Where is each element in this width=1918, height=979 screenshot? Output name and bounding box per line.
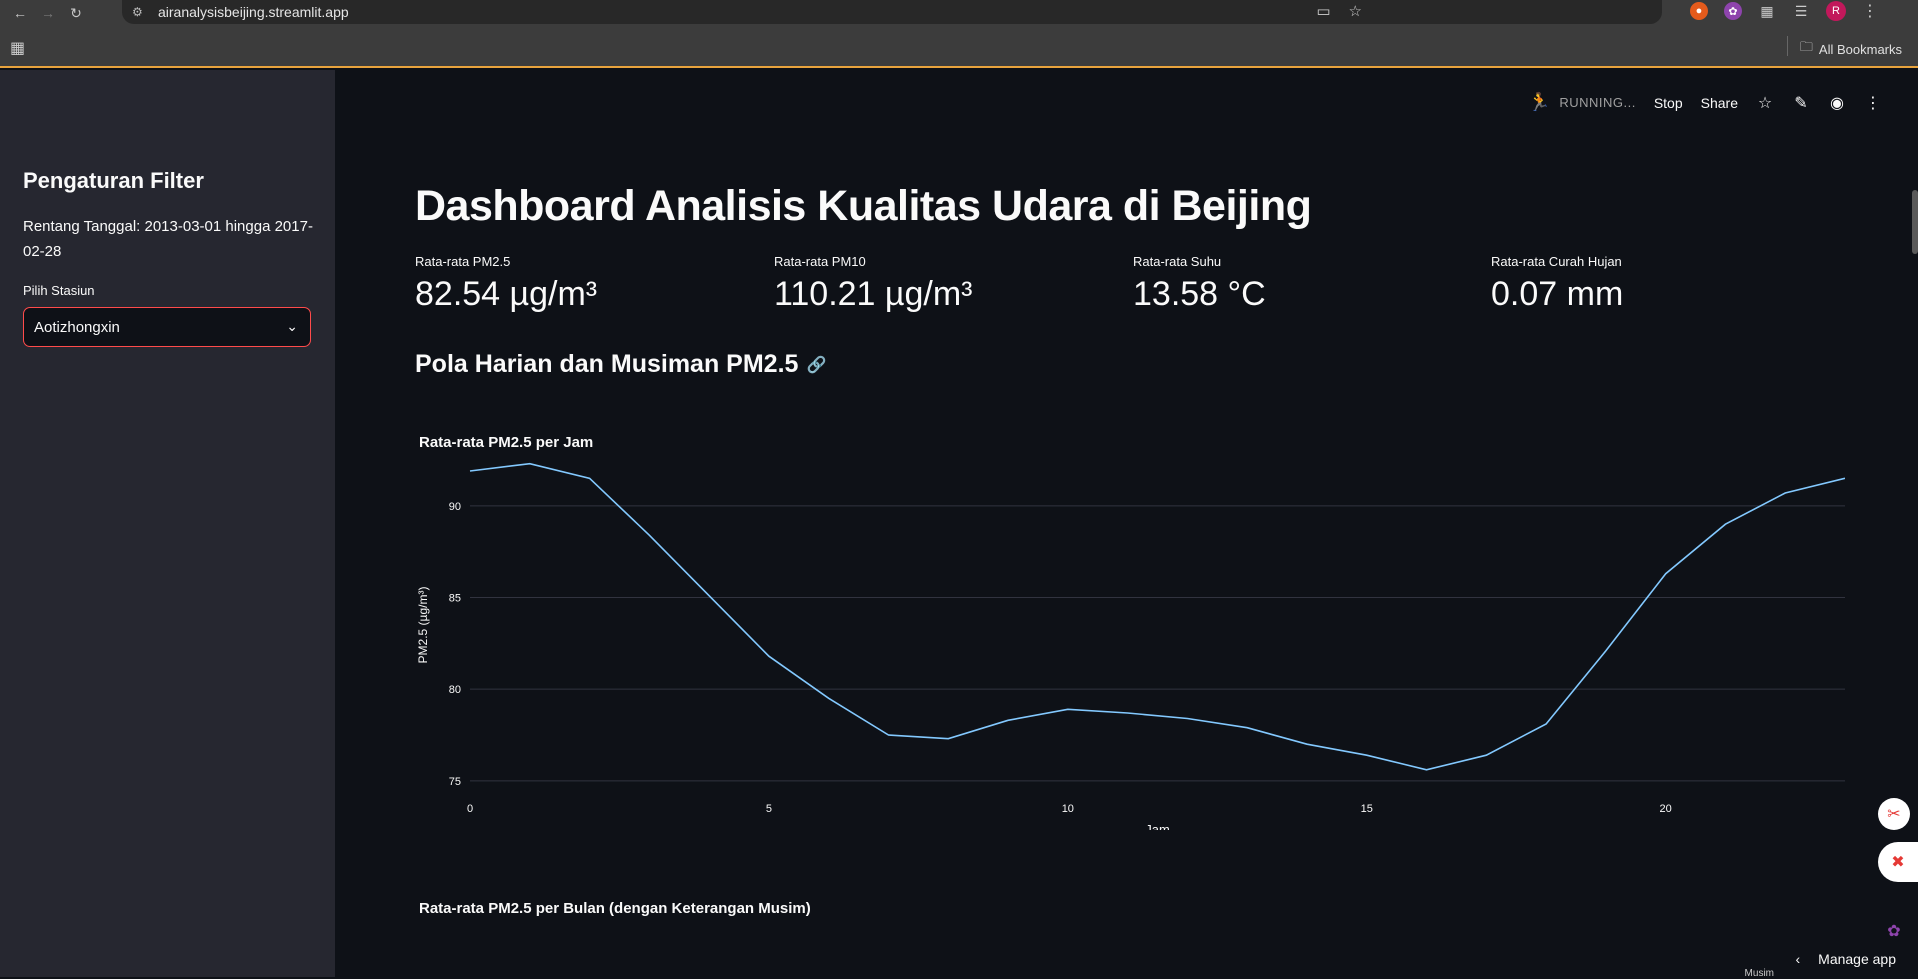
manage-app-label: Manage app (1818, 951, 1896, 967)
github-icon[interactable]: ◉ (1828, 93, 1846, 113)
manage-app-button[interactable]: ‹ Manage app (1795, 951, 1896, 967)
metric-value: 82.54 µg/m³ (415, 275, 597, 314)
metric-label: Rata-rata PM10 (774, 254, 973, 269)
y-tick-label: 75 (449, 776, 461, 788)
x-tick-label: 0 (467, 803, 473, 815)
all-bookmarks-button[interactable]: 🗀 All Bookmarks (1800, 38, 1902, 60)
section-title: Pola Harian dan Musiman PM2.5 🔗 (415, 350, 826, 379)
metric-pm25: Rata-rata PM2.5 82.54 µg/m³ (415, 254, 597, 314)
folder-icon: 🗀 (1800, 38, 1813, 60)
station-select[interactable]: Aotizhongxin ⌄ (23, 307, 311, 347)
x-tick-label: 10 (1062, 803, 1074, 815)
x-tick-label: 5 (766, 803, 772, 815)
main-menu-icon[interactable]: ⋮ (1864, 93, 1882, 113)
chevron-left-icon: ‹ (1795, 951, 1800, 967)
address-bar[interactable]: ⚙ airanalysisbeijing.streamlit.app ▭ ☆ (122, 0, 1662, 24)
extension-x-icon[interactable]: ✖ (1878, 842, 1918, 882)
scrollbar-thumb[interactable] (1912, 190, 1918, 254)
chart-title: Rata-rata PM2.5 per Jam (419, 434, 593, 451)
x-tick-label: 20 (1660, 803, 1672, 815)
anchor-link-icon[interactable]: 🔗 (806, 355, 826, 375)
bookmarks-bar: ▦ 🗀 All Bookmarks (0, 26, 1918, 68)
running-man-icon: 🏃 (1528, 92, 1551, 113)
y-tick-label: 90 (449, 501, 461, 513)
metric-value: 13.58 °C (1133, 275, 1266, 314)
metric-value: 110.21 µg/m³ (774, 275, 973, 314)
series-line (470, 464, 1845, 770)
sidebar: Pengaturan Filter Rentang Tanggal: 2013-… (0, 70, 335, 977)
extensions-puzzle-icon[interactable]: ▦ (1758, 2, 1776, 20)
chevron-down-icon[interactable]: ⌄ (286, 318, 298, 335)
date-range-text: Rentang Tanggal: 2013-03-01 hingga 2017-… (23, 214, 313, 264)
screen-capture-icon[interactable]: ✂ (1878, 798, 1910, 830)
metric-value: 0.07 mm (1491, 275, 1623, 314)
site-info-icon[interactable]: ⚙ (132, 5, 152, 19)
profile-avatar[interactable]: R (1826, 1, 1846, 21)
y-tick-label: 85 (449, 593, 461, 605)
running-status: 🏃 RUNNING... (1528, 92, 1635, 113)
install-app-icon[interactable]: ▭ (1316, 2, 1330, 20)
chart-title-monthly: Rata-rata PM2.5 per Bulan (dengan Ketera… (419, 900, 811, 917)
metric-pm10: Rata-rata PM10 110.21 µg/m³ (774, 254, 973, 314)
station-select-label: Pilih Stasiun (23, 283, 95, 298)
hourly-pm25-chart: 75 80 85 90 0 5 10 15 20 Jam PM2.5 (µg/m³) (415, 460, 1845, 830)
metric-label: Rata-rata Curah Hujan (1491, 254, 1623, 269)
metric-label: Rata-rata PM2.5 (415, 254, 597, 269)
bookmark-star-icon[interactable]: ☆ (1349, 2, 1362, 20)
y-axis-label: PM2.5 (µg/m³) (416, 587, 430, 664)
metric-rainfall: Rata-rata Curah Hujan 0.07 mm (1491, 254, 1623, 314)
share-button[interactable]: Share (1701, 95, 1738, 111)
stop-button[interactable]: Stop (1654, 95, 1683, 111)
extension-brain-icon[interactable]: ✿ (1724, 2, 1742, 20)
browser-toolbar: ← → ↻ ⚙ airanalysisbeijing.streamlit.app… (0, 0, 1918, 26)
url-text: airanalysisbeijing.streamlit.app (158, 4, 349, 20)
back-icon[interactable]: ← (6, 2, 34, 24)
metric-label: Rata-rata Suhu (1133, 254, 1266, 269)
extension-icon[interactable]: ● (1690, 2, 1708, 20)
app-toolbar: 🏃 RUNNING... Stop Share ☆ ✎ ◉ ⋮ (1528, 92, 1882, 113)
edit-pencil-icon[interactable]: ✎ (1792, 93, 1810, 113)
media-control-icon[interactable]: ☰ (1792, 2, 1810, 20)
section-title-text: Pola Harian dan Musiman PM2.5 (415, 350, 798, 379)
forward-icon[interactable]: → (34, 2, 62, 24)
page-title: Dashboard Analisis Kualitas Udara di Bei… (415, 182, 1311, 231)
y-tick-label: 80 (449, 684, 461, 696)
all-bookmarks-label: All Bookmarks (1819, 42, 1902, 57)
sidebar-title: Pengaturan Filter (23, 168, 204, 194)
metric-temperature: Rata-rata Suhu 13.58 °C (1133, 254, 1266, 314)
reload-icon[interactable]: ↻ (62, 2, 90, 24)
x-axis-label: Jam (1145, 822, 1170, 830)
station-select-value: Aotizhongxin (34, 319, 120, 336)
x-tick-label: 15 (1361, 803, 1373, 815)
star-icon[interactable]: ☆ (1756, 93, 1774, 113)
legend-title-partial: Musim (1745, 968, 1774, 979)
brain-extension-icon[interactable]: ✿ (1878, 915, 1910, 947)
divider (1787, 36, 1788, 56)
apps-grid-icon[interactable]: ▦ (10, 38, 25, 58)
running-status-label: RUNNING... (1559, 95, 1636, 110)
browser-menu-icon[interactable]: ⋮ (1862, 1, 1878, 21)
